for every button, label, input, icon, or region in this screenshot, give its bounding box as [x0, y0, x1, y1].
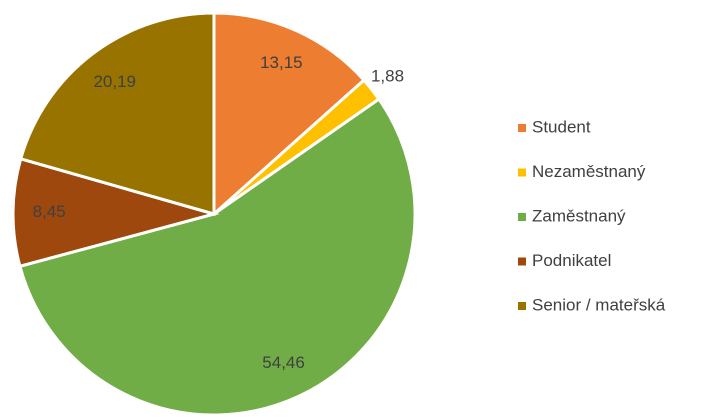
data-label: 20,19: [93, 72, 136, 91]
data-label: 54,46: [262, 353, 305, 372]
legend-label: Podnikatel: [532, 251, 611, 270]
pie-slice: [11, 156, 220, 269]
legend-marker: [518, 124, 526, 132]
pie-slice: [212, 11, 367, 218]
legend-label: Senior / mateřská: [532, 295, 666, 314]
legend-marker: [518, 168, 526, 177]
data-label: 13,15: [260, 53, 303, 72]
pie-slice: [18, 11, 216, 216]
legend-label: Nezaměstnaný: [532, 162, 646, 181]
legend-marker: [518, 213, 526, 221]
data-label: 1,88: [371, 66, 404, 85]
data-label: 8,45: [33, 202, 66, 221]
legend-marker: [518, 257, 526, 266]
pie-slice: [18, 97, 417, 417]
legend-marker: [518, 302, 526, 310]
legend-label: Student: [532, 117, 591, 136]
legend-label: Zaměstnaný: [532, 206, 626, 225]
